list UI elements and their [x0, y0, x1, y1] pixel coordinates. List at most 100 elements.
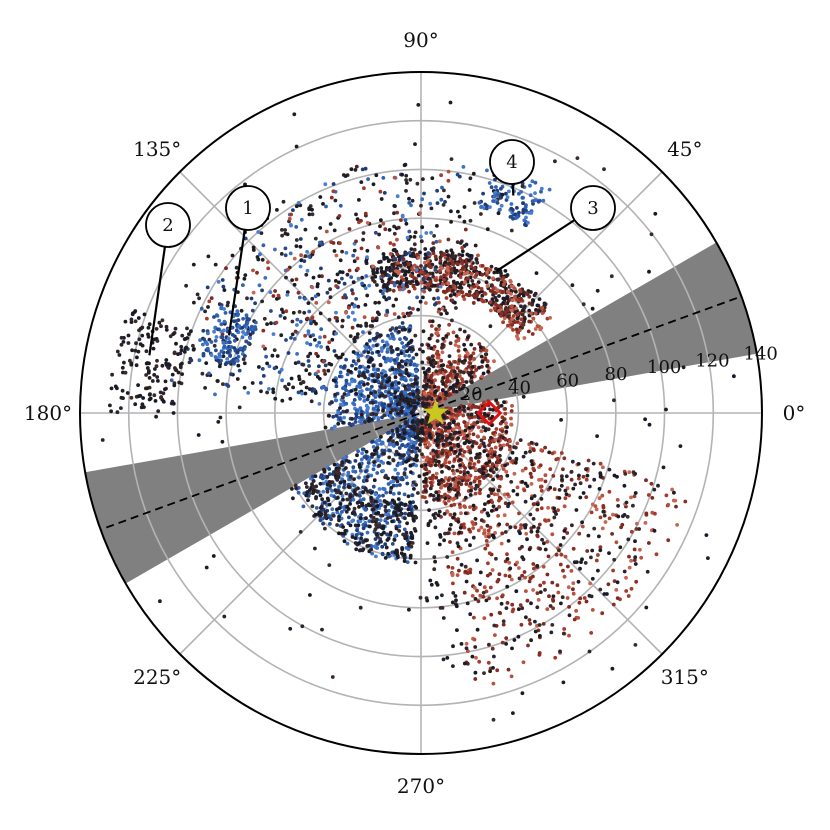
data-point	[424, 489, 428, 493]
data-point	[346, 470, 351, 475]
data-point	[303, 254, 308, 259]
data-point	[474, 655, 478, 660]
data-point	[548, 316, 552, 320]
data-point	[369, 499, 374, 504]
data-point	[567, 633, 571, 638]
data-point	[607, 516, 612, 521]
data-point	[354, 412, 358, 416]
data-point	[360, 417, 364, 422]
data-point	[381, 526, 385, 531]
data-point	[495, 288, 500, 293]
data-point	[492, 654, 496, 659]
data-point	[441, 375, 446, 380]
data-point	[397, 452, 401, 457]
data-point	[383, 227, 388, 232]
data-point	[522, 488, 527, 493]
data-point	[443, 501, 448, 506]
data-point	[427, 251, 431, 256]
data-point	[465, 661, 470, 666]
data-point	[169, 378, 174, 383]
data-point	[606, 582, 611, 587]
data-point	[490, 568, 495, 572]
data-point	[524, 589, 528, 593]
data-point	[385, 521, 390, 525]
data-point	[356, 449, 360, 454]
data-point	[370, 316, 375, 321]
data-point	[445, 249, 449, 254]
data-point	[462, 271, 467, 276]
data-point	[413, 377, 418, 382]
data-point	[463, 227, 468, 232]
data-point	[330, 400, 334, 405]
data-point	[627, 554, 631, 559]
data-point	[432, 384, 437, 389]
data-point	[424, 231, 429, 235]
data-point	[476, 528, 481, 533]
data-point	[379, 346, 384, 350]
data-point	[455, 366, 460, 370]
data-point	[548, 467, 553, 471]
data-point	[438, 284, 443, 289]
data-point	[431, 241, 436, 246]
data-point	[365, 464, 370, 469]
data-point	[481, 441, 486, 446]
data-point	[469, 456, 473, 461]
data-point	[294, 225, 299, 229]
data-point	[273, 247, 277, 252]
data-point	[374, 336, 378, 340]
data-point	[473, 517, 478, 521]
data-point	[519, 622, 524, 627]
data-point	[577, 600, 582, 605]
data-point	[450, 566, 455, 570]
data-point	[260, 288, 264, 293]
data-point	[535, 591, 540, 596]
data-point	[493, 445, 498, 450]
data-point	[596, 568, 600, 573]
data-point	[410, 198, 415, 203]
data-point	[416, 390, 421, 395]
data-point	[465, 601, 470, 606]
data-point	[205, 346, 210, 351]
data-point	[462, 420, 467, 424]
data-point	[348, 502, 352, 506]
data-point	[341, 395, 345, 400]
data-point	[398, 483, 402, 487]
data-point	[373, 230, 378, 235]
data-point	[389, 345, 393, 350]
data-point	[371, 507, 376, 512]
data-point	[434, 459, 438, 464]
data-point	[271, 332, 276, 336]
data-point	[522, 570, 527, 574]
data-point	[478, 491, 482, 496]
data-point	[445, 289, 449, 293]
data-point	[503, 437, 508, 442]
data-point	[488, 300, 493, 304]
data-point	[509, 409, 514, 413]
data-point	[353, 420, 358, 424]
data-point	[482, 671, 486, 675]
data-point	[458, 256, 463, 261]
data-point	[392, 211, 396, 216]
data-point	[404, 396, 409, 401]
data-point	[571, 581, 576, 586]
data-point	[515, 312, 520, 317]
data-point	[495, 474, 500, 478]
data-point	[330, 426, 334, 431]
data-point	[435, 224, 439, 228]
data-point	[277, 370, 282, 374]
data-point	[545, 540, 550, 544]
data-point	[464, 260, 469, 265]
data-point	[565, 486, 570, 491]
data-point	[340, 352, 345, 357]
data-point	[294, 244, 299, 249]
data-point	[242, 385, 247, 390]
data-point	[462, 441, 467, 446]
data-point	[440, 470, 444, 474]
data-point	[406, 494, 411, 499]
data-point	[560, 474, 564, 479]
data-point	[533, 311, 538, 316]
data-point	[416, 273, 421, 278]
data-point	[529, 311, 534, 316]
data-point	[473, 486, 478, 491]
data-point	[565, 531, 570, 535]
